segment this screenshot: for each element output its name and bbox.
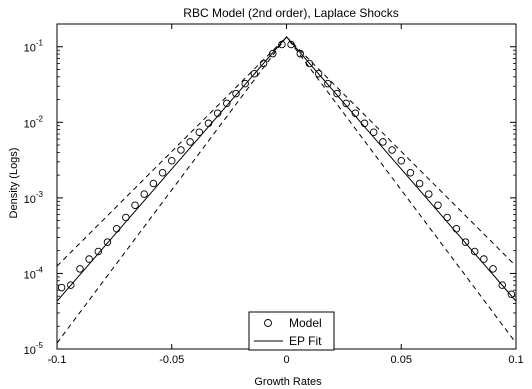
y-tick-label: 10-2 xyxy=(24,114,44,130)
model-point xyxy=(223,99,231,108)
model-point xyxy=(177,146,185,154)
model-point xyxy=(452,225,461,233)
x-tick-label: 0.05 xyxy=(391,354,412,366)
y-tick-label: 10-4 xyxy=(24,265,44,281)
model-point xyxy=(158,169,167,177)
x-tick-label: 0 xyxy=(283,354,289,366)
x-axis-label: Growth Rates xyxy=(254,376,322,388)
model-point xyxy=(379,138,387,146)
model-point xyxy=(470,247,479,256)
y-tick-label: 10-3 xyxy=(24,190,44,206)
model-point xyxy=(397,156,406,165)
model-point xyxy=(131,201,139,209)
model-point xyxy=(388,146,396,154)
model-point xyxy=(461,238,470,246)
model-point xyxy=(232,89,240,98)
plot-area: -0.1 -0.05 0 0.05 0.1 10-5 10-4 10-3 10-2 10-1 xyxy=(24,23,524,366)
model-point xyxy=(507,290,516,299)
model-point xyxy=(186,138,194,146)
model-point xyxy=(415,179,424,188)
model-point xyxy=(167,156,176,165)
dashed-bound-line-2 xyxy=(57,36,516,267)
model-point xyxy=(425,190,433,198)
model-point xyxy=(333,89,341,98)
y-tick-label: 10-5 xyxy=(24,341,44,357)
model-point xyxy=(195,128,204,136)
model-point xyxy=(250,69,259,78)
legend-box xyxy=(248,311,335,351)
model-point xyxy=(149,179,158,188)
model-point xyxy=(140,190,148,198)
model-point xyxy=(76,265,84,273)
model-point xyxy=(241,79,249,88)
model-point xyxy=(489,265,497,273)
model-point xyxy=(204,119,213,128)
model-point xyxy=(67,281,75,289)
x-tick-label: -0.05 xyxy=(159,354,184,366)
y-tick-label: 10-1 xyxy=(24,39,44,55)
model-point xyxy=(85,255,93,263)
legend-model-label: Model xyxy=(289,316,322,330)
model-point xyxy=(94,247,103,256)
legend: Model EP Fit xyxy=(248,311,335,351)
x-tick-label: -0.1 xyxy=(48,354,67,366)
model-point xyxy=(498,281,506,289)
plot-frame xyxy=(56,23,517,350)
dashed-bound-line-3 xyxy=(57,36,516,344)
model-point xyxy=(360,119,369,128)
model-point xyxy=(103,238,112,246)
model-point xyxy=(342,99,350,108)
chart-title: RBC Model (2nd order), Laplace Shocks xyxy=(183,6,398,20)
ep-fit-line xyxy=(57,36,516,302)
model-point xyxy=(406,169,415,177)
series-group xyxy=(57,36,516,344)
x-tick-label: 0.1 xyxy=(508,354,523,366)
model-point xyxy=(369,128,378,136)
legend-ep-fit-label: EP Fit xyxy=(289,334,322,348)
model-point xyxy=(480,255,488,263)
legend-model-marker xyxy=(264,319,272,327)
model-point xyxy=(112,225,121,233)
model-point xyxy=(57,283,66,292)
model-point xyxy=(324,79,332,88)
model-point xyxy=(434,201,442,209)
y-axis-label: Density (Logs) xyxy=(8,148,20,219)
model-point xyxy=(314,69,323,78)
